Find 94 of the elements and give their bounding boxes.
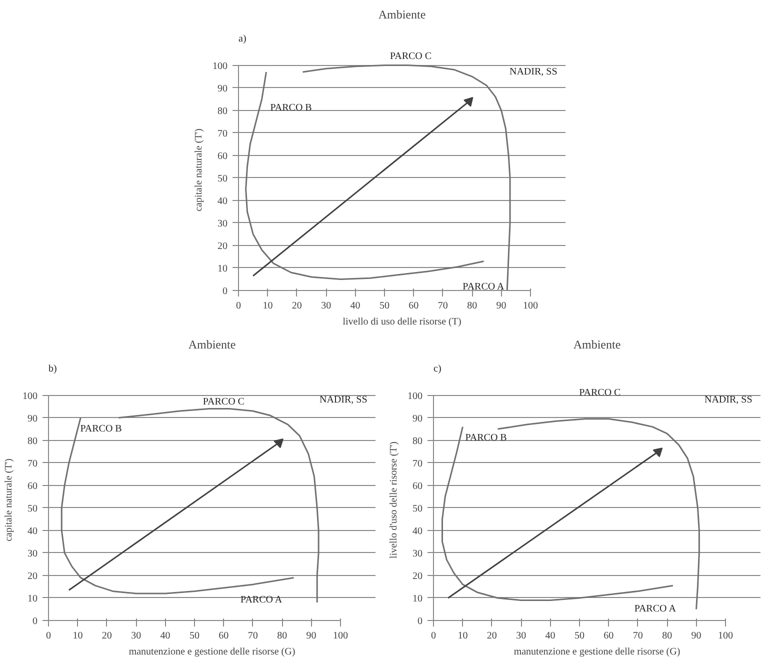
x-tick-label: 70 [632, 630, 643, 642]
line-series [118, 408, 320, 604]
y-tick-label: 60 [218, 150, 228, 162]
text: c) [434, 364, 442, 374]
x-tick-label: 60 [604, 630, 614, 642]
y-tick-label: 80 [28, 436, 38, 447]
x-tick-label: 80 [467, 300, 478, 312]
x-axis-title: manutenzione e gestione delle risorse (G) [514, 646, 680, 658]
y-tick-label: 30 [218, 218, 228, 230]
x-tick-label: 0 [236, 300, 241, 312]
x-tick-label: 50 [379, 300, 390, 312]
text: a) [238, 34, 246, 44]
y-tick-label: 90 [28, 413, 38, 424]
annotation: PARCO C [202, 396, 245, 408]
y-tick-label: 20 [28, 570, 38, 582]
x-tick-label: 10 [262, 300, 273, 312]
annotation: PARCO A [634, 604, 677, 615]
text: PARCO C [390, 50, 432, 62]
annotation: NADIR, SS [319, 394, 368, 406]
y-tick-label: 40 [412, 526, 422, 537]
y-tick-label: 0 [32, 616, 38, 627]
y-tick-label: 10 [28, 593, 38, 604]
y-axis-title: livello d'uso delle risorse (T') [388, 442, 400, 558]
x-tick-label: 80 [277, 630, 288, 642]
y-tick-label: 20 [412, 570, 422, 582]
y-axis-title: capitale naturale (T') [194, 128, 204, 212]
x-tick-label: 90 [496, 300, 506, 312]
x-axis-title: livello di uso delle risorse (T) [342, 316, 462, 328]
y-tick-label: 0 [418, 616, 422, 627]
line-series [245, 71, 484, 280]
y-tick-label: 40 [218, 196, 228, 207]
line-series [442, 426, 674, 601]
x-tick-label: 100 [332, 630, 348, 642]
y-axis-title: capitale naturale (T') [4, 458, 14, 542]
x-tick-label: 50 [574, 630, 584, 642]
y-tick-label: 60 [28, 480, 38, 492]
y-tick-label: 30 [412, 548, 422, 560]
y-tick-label: 20 [218, 240, 228, 252]
line-series [60, 417, 294, 594]
y-tick-label: 90 [218, 83, 228, 94]
y-tick-label: 80 [412, 436, 422, 447]
y-tick-label: 80 [218, 106, 228, 117]
y-tick-label: 70 [28, 458, 38, 470]
y-tick-label: 100 [408, 390, 422, 402]
y-tick-label: 50 [412, 503, 422, 514]
annotation: PARCO C [579, 388, 622, 399]
chart-title: Ambiente [573, 338, 621, 352]
line-series [302, 64, 511, 290]
annotation: PARCO B [80, 424, 122, 435]
x-tick-label: 100 [718, 630, 733, 642]
y-tick-label: 90 [412, 413, 422, 424]
x-tick-label: 90 [306, 630, 316, 642]
x-tick-label: 100 [522, 300, 538, 312]
y-tick-label: 100 [22, 390, 38, 402]
x-tick-label: 70 [438, 300, 448, 312]
x-tick-label: 90 [691, 630, 702, 642]
chart-title: Ambiente [378, 8, 426, 22]
x-tick-label: 30 [516, 630, 526, 642]
y-tick-label: 10 [412, 593, 422, 604]
y-tick-label: 70 [218, 128, 228, 140]
x-tick-label: 0 [46, 630, 51, 642]
y-tick-label: 100 [212, 60, 228, 72]
x-tick-label: 40 [350, 300, 360, 312]
y-tick-label: 60 [412, 480, 422, 492]
x-tick-label: 50 [189, 630, 200, 642]
x-axis-title: manutenzione e gestione delle risorse (G) [128, 646, 296, 658]
annotation: PARCO A [240, 594, 283, 606]
y-tick-label: 40 [28, 526, 38, 537]
annotation: PARCO B [270, 102, 312, 114]
x-tick-label: 20 [486, 630, 497, 642]
y-tick-label: 50 [218, 173, 228, 184]
annotation: PARCO B [465, 432, 508, 444]
x-tick-label: 70 [248, 630, 258, 642]
y-tick-label: 10 [218, 263, 228, 274]
x-tick-label: 10 [458, 630, 468, 642]
x-tick-label: 0 [431, 630, 436, 642]
text: b) [48, 364, 57, 374]
y-tick-label: 50 [28, 503, 38, 514]
y-tick-label: 30 [28, 548, 38, 560]
annotation: NADIR, SS [704, 394, 752, 406]
annotation: PARCO A [462, 282, 506, 293]
x-tick-label: 40 [160, 630, 170, 642]
x-tick-label: 10 [72, 630, 83, 642]
x-tick-label: 30 [321, 300, 332, 312]
chart-title: Ambiente [188, 338, 236, 352]
x-tick-label: 80 [662, 630, 672, 642]
line-series [496, 418, 700, 610]
x-tick-label: 30 [131, 630, 142, 642]
x-tick-label: 40 [545, 630, 556, 642]
x-tick-label: 20 [102, 630, 112, 642]
annotation: NADIR, SS [509, 66, 558, 78]
y-tick-label: 0 [222, 286, 228, 297]
y-tick-label: 70 [412, 458, 422, 470]
x-tick-label: 20 [292, 300, 302, 312]
